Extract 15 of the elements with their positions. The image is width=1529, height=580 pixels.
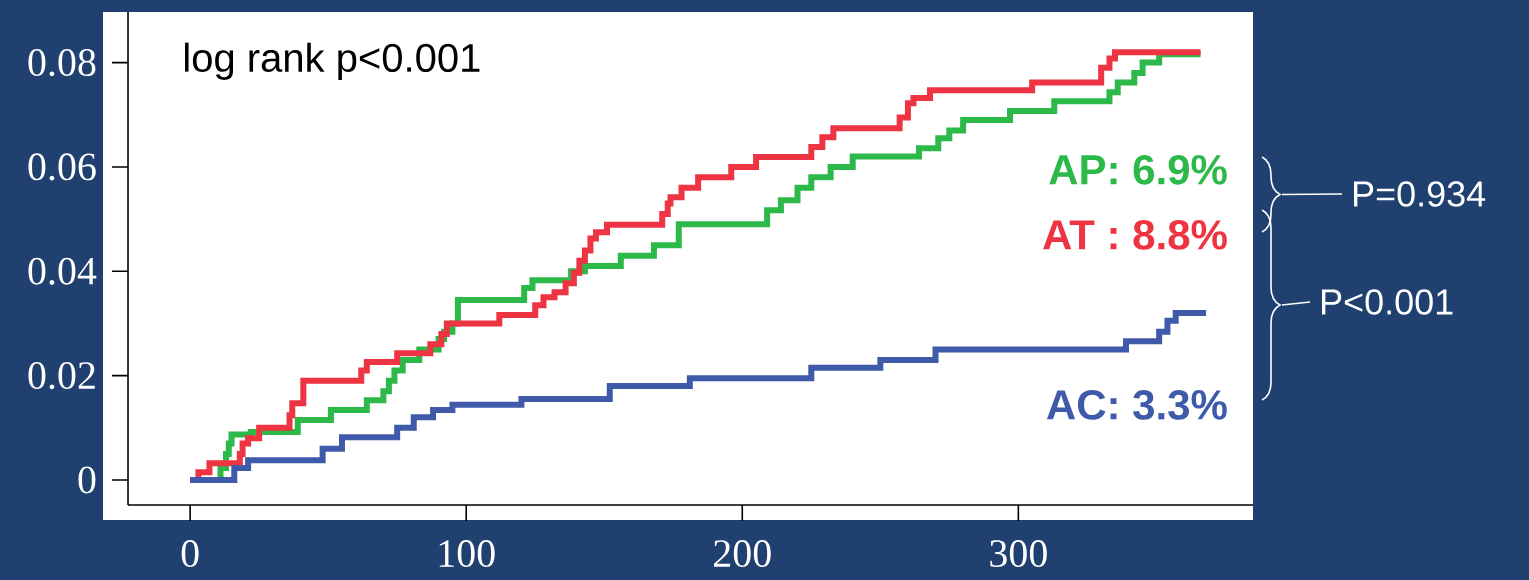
y-tick-label: 0.04 [28,257,97,285]
series-label: AC: 3.3% [1046,390,1227,420]
text: P=0.934 [1354,181,1486,207]
x-tick-label: 100 [439,540,495,568]
annotation: log rank p<0.001 [185,42,480,80]
y-tick-label: 0.02 [28,362,95,390]
text: AT : 8.8% [1043,219,1227,250]
text: P<0.001 [1322,289,1453,315]
x-tick-label: 300 [990,540,1047,568]
x-tick-label: 200 [714,540,771,568]
y-tick-label: 0.08 [28,49,96,77]
y-tick-label: 0 [78,466,96,494]
y-tick-label: 0.06 [28,153,96,181]
series-label: AP: 6.9% [1049,154,1227,185]
x-tick-label: 0 [181,540,199,568]
